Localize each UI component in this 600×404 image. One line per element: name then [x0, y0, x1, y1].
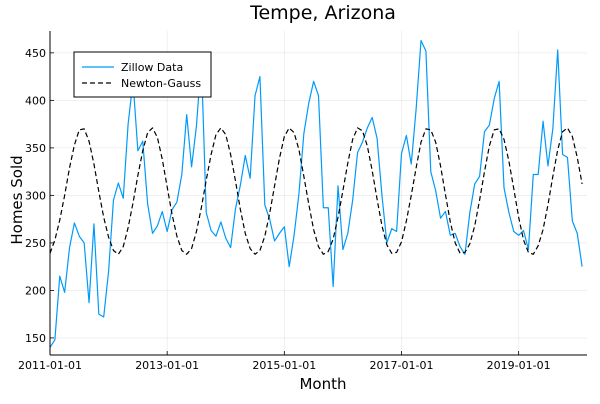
- x-tick-label: 2017-01-01: [370, 359, 434, 372]
- x-tick-label: 2013-01-01: [135, 359, 199, 372]
- axes-frame: [49, 31, 587, 356]
- series-line-zillow-data: [49, 39, 583, 348]
- x-axis-ticks: 2011-01-01 2013-01-01 2015-01-01 2017-01-01…: [18, 351, 551, 372]
- legend-label-newton-gauss: Newton-Gauss: [121, 77, 201, 90]
- y-tick-label: 300: [25, 189, 46, 202]
- x-tick-label: 2015-01-01: [252, 359, 316, 372]
- y-axis-title: Homes Sold: [8, 155, 26, 244]
- series-group: [49, 39, 583, 348]
- y-tick-label: 200: [25, 284, 46, 297]
- y-tick-label: 350: [25, 142, 46, 155]
- y-tick-label: 150: [25, 332, 46, 345]
- y-axis-ticks: 150 200 250 300 350 400 450: [25, 47, 54, 345]
- x-tick-label: 2019-01-01: [487, 359, 551, 372]
- series-line-newton-gauss: [49, 127, 583, 255]
- x-axis-title: Month: [299, 375, 346, 393]
- chart-title: Tempe, Arizona: [249, 2, 396, 24]
- legend-box: [73, 51, 212, 98]
- legend-label-zillow-data: Zillow Data: [121, 61, 183, 74]
- legend: Zillow Data Newton-Gauss: [73, 51, 212, 98]
- y-tick-label: 250: [25, 237, 46, 250]
- x-tick-label: 2011-01-01: [18, 359, 82, 372]
- y-tick-label: 400: [25, 94, 46, 107]
- y-tick-label: 450: [25, 47, 46, 60]
